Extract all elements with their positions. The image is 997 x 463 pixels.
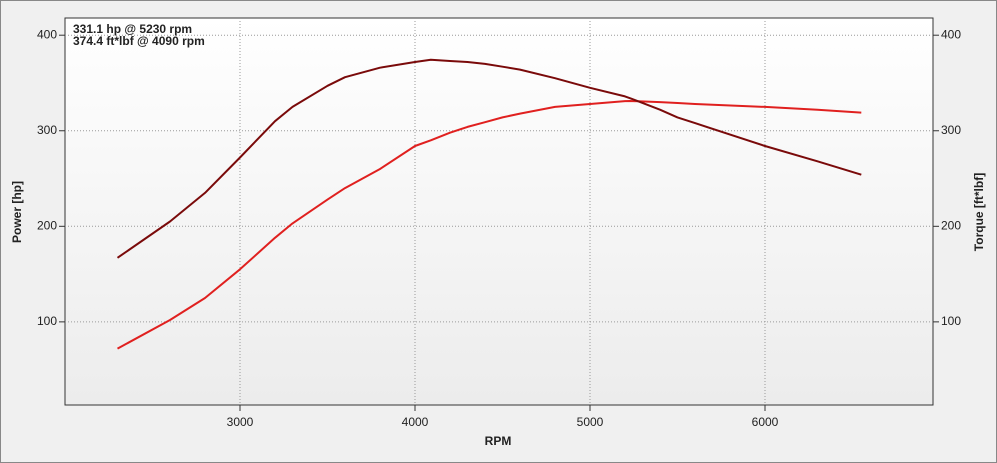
annotation: 331.1 hp @ 5230 rpm (73, 22, 192, 36)
y-tick-label: 200 (37, 218, 57, 232)
y-tick-label: 400 (37, 27, 57, 41)
y2-tick-label: 400 (941, 27, 961, 41)
x-tick-label: 3000 (227, 415, 254, 429)
series-line (117, 100, 862, 350)
x-tick-label: 5000 (577, 415, 604, 429)
y-axis-label: Power [hp] (10, 181, 24, 243)
y2-tick-label: 200 (941, 218, 961, 232)
series-line (116, 58, 862, 259)
y2-tick-label: 300 (941, 123, 961, 137)
x-tick-label: 4000 (402, 415, 429, 429)
annotation: 374.4 ft*lbf @ 4090 rpm (73, 34, 205, 48)
y2-axis-label: Torque [ft*lbf] (972, 173, 986, 251)
y-tick-label: 100 (37, 314, 57, 328)
x-tick-label: 6000 (752, 415, 779, 429)
plot-area (64, 17, 934, 406)
y2-tick-label: 100 (941, 314, 961, 328)
x-axis-label: RPM (485, 434, 512, 448)
y-tick-label: 300 (37, 123, 57, 137)
